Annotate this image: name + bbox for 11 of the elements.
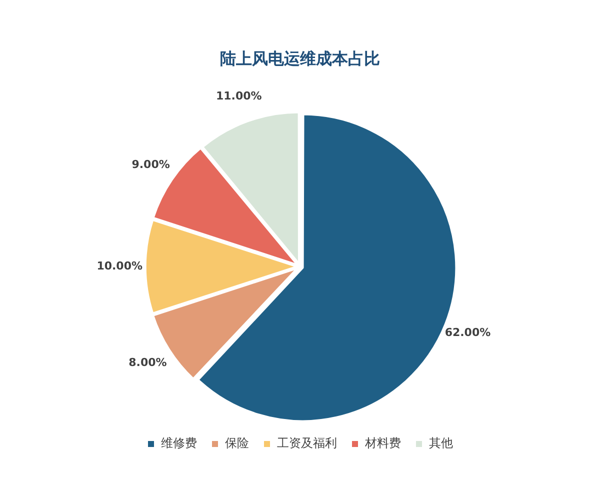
legend-label: 其他 [429,436,453,450]
data-label: 8.00% [128,356,167,370]
legend-label: 工资及福利 [277,436,337,450]
data-label: 11.00% [216,90,262,103]
legend-label: 维修费 [161,436,197,450]
data-label: 9.00% [132,158,170,172]
data-label: 10.00% [96,259,143,272]
data-label: 62.00% [444,326,491,339]
legend-label: 保险 [225,436,249,450]
legend-label: 材料费 [364,436,401,450]
chart-title: 陆上风电运维成本占比 [220,48,380,68]
